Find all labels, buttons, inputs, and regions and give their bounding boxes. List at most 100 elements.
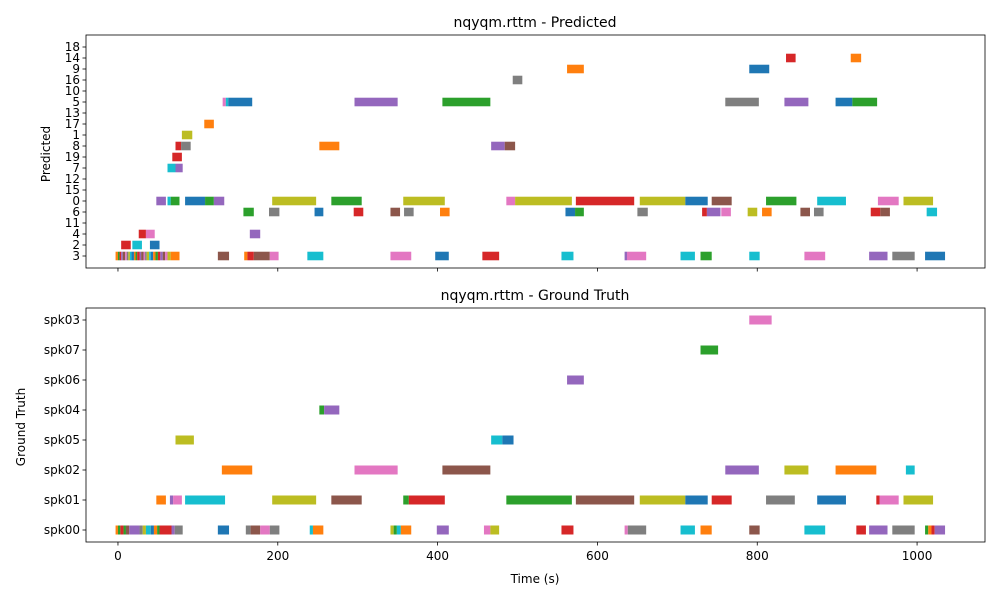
predicted-segment-7: [167, 163, 176, 173]
predicted-segment-4: [138, 229, 146, 239]
ground-truth-segment-spk00: [869, 525, 888, 535]
ground-truth-segment-spk01: [408, 495, 445, 505]
ground-truth-segment-spk00: [250, 525, 261, 535]
predicted-y-tick-label-16: 16: [65, 73, 80, 87]
predicted-segment-3: [435, 251, 449, 261]
ground-truth-segment-spk00: [436, 525, 449, 535]
predicted-chart-title: nqyqm.rttm - Predicted: [453, 15, 616, 31]
predicted-segment-5: [354, 97, 398, 107]
ground-truth-y-tick-label-spk03: spk03: [44, 313, 80, 327]
predicted-panel: nqyqm.rttm - Predicted Predicted 3241160…: [39, 15, 986, 272]
predicted-segment-3: [128, 251, 130, 261]
predicted-segment-0: [506, 196, 516, 206]
predicted-segment-3: [141, 251, 144, 261]
ground-truth-segment-spk00: [804, 525, 826, 535]
ground-truth-segment-spk01: [506, 495, 572, 505]
predicted-segment-3: [269, 251, 279, 261]
predicted-segment-0: [639, 196, 686, 206]
ground-truth-segment-spk00: [400, 525, 412, 535]
predicted-segment-6: [404, 207, 414, 217]
predicted-y-tick-label-2: 2: [72, 238, 80, 252]
ground-truth-segment-spk01: [169, 495, 174, 505]
predicted-segment-3: [700, 251, 712, 261]
predicted-y-tick-label-8: 8: [72, 139, 80, 153]
ground-truth-x-tick-label-800: 800: [746, 549, 769, 563]
predicted-segment-3: [160, 251, 163, 261]
predicted-segment-3: [680, 251, 695, 261]
predicted-segment-3: [561, 251, 574, 261]
predicted-segment-5: [222, 97, 226, 107]
predicted-y-tick-label-11: 11: [65, 216, 80, 230]
ground-truth-segment-spk00: [157, 525, 160, 535]
predicted-segment-3: [121, 251, 123, 261]
predicted-segment-0: [185, 196, 206, 206]
ground-truth-segment-spk00: [217, 525, 230, 535]
predicted-y-tick-label-13: 13: [65, 106, 80, 120]
predicted-segment-4: [145, 229, 155, 239]
predicted-segment-1: [181, 130, 193, 140]
predicted-segment-3: [153, 251, 156, 261]
ground-truth-y-tick-label-spk07: spk07: [44, 343, 80, 357]
predicted-segment-0: [685, 196, 708, 206]
ground-truth-segment-spk00: [142, 525, 146, 535]
predicted-segment-3: [247, 251, 254, 261]
predicted-y-tick-label-10: 10: [65, 84, 80, 98]
predicted-segment-6: [637, 207, 648, 217]
ground-truth-segment-spk02: [905, 465, 915, 475]
predicted-segment-5: [442, 97, 491, 107]
ground-truth-y-axis-label: Ground Truth: [14, 388, 28, 466]
predicted-segment-8: [504, 141, 516, 151]
ground-truth-segment-spk00: [749, 525, 760, 535]
ground-truth-y-tick-label-spk04: spk04: [44, 403, 80, 417]
predicted-segment-6: [565, 207, 576, 217]
predicted-segment-3: [129, 251, 132, 261]
ground-truth-segment-spk00: [123, 525, 126, 535]
ground-truth-segment-spk01: [156, 495, 166, 505]
ground-truth-segment-spk03: [749, 315, 772, 325]
ground-truth-segment-spk02: [354, 465, 398, 475]
predicted-segment-6: [440, 207, 450, 217]
ground-truth-segment-spk01: [639, 495, 686, 505]
predicted-segment-3: [804, 251, 826, 261]
ground-truth-segment-spk01: [685, 495, 708, 505]
predicted-axes-frame: [85, 34, 986, 269]
predicted-segment-3: [155, 251, 158, 261]
ground-truth-segment-spk01: [876, 495, 880, 505]
ground-truth-segment-spk01: [575, 495, 635, 505]
predicted-segment-6: [575, 207, 584, 217]
ground-truth-segment-spk00: [483, 525, 491, 535]
predicted-segment-3: [482, 251, 500, 261]
predicted-segment-6: [747, 207, 758, 217]
predicted-segment-3: [165, 251, 168, 261]
predicted-segment-2: [121, 240, 131, 250]
predicted-segment-3: [390, 251, 412, 261]
predicted-y-tick-label-9: 9: [72, 62, 80, 76]
predicted-segment-3: [146, 251, 150, 261]
ground-truth-segment-spk00: [150, 525, 154, 535]
predicted-segment-3: [135, 251, 138, 261]
predicted-segment-3: [217, 251, 230, 261]
predicted-segment-6: [269, 207, 280, 217]
ground-truth-segment-spk00: [928, 525, 932, 535]
predicted-segment-3: [150, 251, 154, 261]
ground-truth-segment-spk00: [390, 525, 394, 535]
ground-truth-chart-title: nqyqm.rttm - Ground Truth: [441, 288, 630, 304]
predicted-y-tick-label-1: 1: [72, 128, 80, 142]
predicted-segment-6: [762, 207, 772, 217]
predicted-segment-3: [749, 251, 760, 261]
ground-truth-segment-spk00: [700, 525, 712, 535]
ground-truth-segment-spk00: [680, 525, 695, 535]
predicted-segment-5: [225, 97, 229, 107]
predicted-segment-0: [331, 196, 362, 206]
predicted-segment-0: [877, 196, 899, 206]
ground-truth-segment-spk00: [490, 525, 500, 535]
ground-truth-segment-spk00: [627, 525, 647, 535]
predicted-y-tick-label-4: 4: [72, 227, 80, 241]
predicted-y-tick-label-12: 12: [65, 172, 80, 186]
ground-truth-segment-spk00: [309, 525, 313, 535]
ground-truth-segment-spk00: [561, 525, 574, 535]
predicted-segment-3: [627, 251, 647, 261]
ground-truth-x-tick-label-200: 200: [266, 549, 289, 563]
